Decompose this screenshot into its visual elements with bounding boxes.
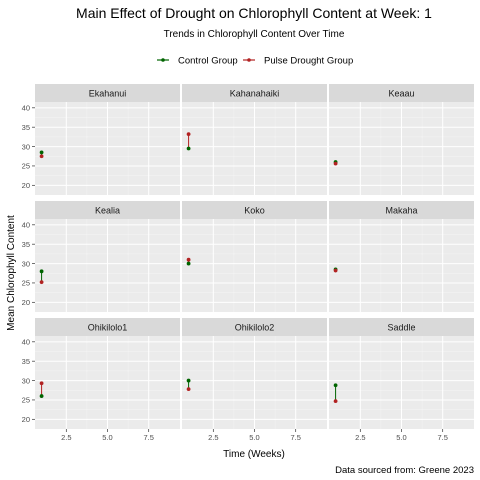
facet-panels: Ekahanui 20 25 30 35 40 Kahanahaiki Keaau Kealia… <box>22 84 474 442</box>
y-tick-label: 40 <box>22 338 30 347</box>
y-tick-label: 30 <box>22 259 30 268</box>
facet-label: Kahanahaiki <box>230 89 280 99</box>
control-point <box>333 383 338 388</box>
facet-label: Ohikilolo1 <box>88 323 128 333</box>
y-axis-title: Mean Chlorophyll Content <box>6 215 17 331</box>
legend-label: Pulse Drought Group <box>264 56 353 67</box>
facet-panel: Kealia 20 25 30 35 40 <box>22 201 180 312</box>
legend-key-point <box>247 58 251 62</box>
chart-subtitle: Trends in Chlorophyll Content Over Time <box>164 29 345 40</box>
drought-point <box>333 161 338 166</box>
drought-point <box>39 381 44 386</box>
x-tick-label: 7.5 <box>290 433 300 442</box>
y-tick-label: 35 <box>22 240 30 249</box>
drought-point <box>333 268 338 273</box>
legend: Control Group Pulse Drought Group <box>157 56 353 67</box>
control-point <box>39 394 44 398</box>
y-tick-label: 25 <box>22 279 30 288</box>
facet-label: Makaha <box>385 206 417 216</box>
drought-point <box>333 399 338 403</box>
facet-panel: Keaau <box>329 84 474 195</box>
y-tick-label: 20 <box>22 181 30 190</box>
drought-point <box>186 257 191 262</box>
x-tick-label: 5.0 <box>102 433 112 442</box>
drought-point <box>39 280 44 285</box>
y-tick-label: 25 <box>22 396 30 405</box>
drought-point <box>186 132 191 137</box>
control-point <box>186 146 191 151</box>
facet-label: Kealia <box>95 206 120 216</box>
y-tick-label: 35 <box>22 123 30 132</box>
facet-panel: Saddle 2.5 5.0 7.5 <box>329 318 474 442</box>
facet-label: Koko <box>244 206 265 216</box>
control-point <box>39 269 44 274</box>
y-tick-label: 40 <box>22 104 30 113</box>
facet-strip <box>329 201 474 219</box>
x-axis-title: Time (Weeks) <box>223 449 285 460</box>
y-tick-label: 30 <box>22 142 30 151</box>
y-tick-label: 20 <box>22 298 30 307</box>
legend-key-point <box>161 58 165 62</box>
x-tick-label: 5.0 <box>249 433 259 442</box>
x-tick-label: 7.5 <box>143 433 153 442</box>
facet-strip <box>329 318 474 336</box>
x-tick-label: 7.5 <box>437 433 447 442</box>
facet-label: Keaau <box>388 89 414 99</box>
drought-point <box>186 387 191 391</box>
facet-panel: Ekahanui 20 25 30 35 40 <box>22 84 180 195</box>
facet-label: Saddle <box>387 323 415 333</box>
y-tick-label: 30 <box>22 376 30 385</box>
drought-point <box>39 154 44 159</box>
x-tick-label: 2.5 <box>355 433 365 442</box>
facet-strip <box>35 318 180 336</box>
facet-strip <box>182 201 327 219</box>
facet-panel: Kahanahaiki <box>182 84 327 195</box>
x-tick-label: 5.0 <box>396 433 406 442</box>
y-tick-label: 35 <box>22 357 30 366</box>
facet-label: Ohikilolo2 <box>235 323 275 333</box>
facet-label: Ekahanui <box>89 89 127 99</box>
control-point <box>186 261 191 266</box>
caption: Data sourced from: Greene 2023 <box>335 465 474 476</box>
y-tick-label: 20 <box>22 415 30 424</box>
facet-panel: Ohikilolo1 20 25 30 35 40 2.5 5.0 7.5 <box>22 318 180 442</box>
x-tick-label: 2.5 <box>61 433 71 442</box>
y-tick-label: 40 <box>22 221 30 230</box>
chart-title: Main Effect of Drought on Chlorophyll Co… <box>76 5 432 21</box>
y-tick-label: 25 <box>22 162 30 171</box>
x-tick-label: 2.5 <box>208 433 218 442</box>
facet-strip <box>329 84 474 102</box>
facet-panel: Ohikilolo2 2.5 5.0 7.5 <box>182 318 327 442</box>
facet-strip <box>182 318 327 336</box>
facet-strip <box>35 84 180 102</box>
legend-label: Control Group <box>178 56 238 67</box>
facet-strip <box>182 84 327 102</box>
facet-strip <box>35 201 180 219</box>
control-point <box>39 150 44 155</box>
control-point <box>186 378 191 383</box>
facet-panel: Makaha <box>329 201 474 312</box>
facet-panel: Koko <box>182 201 327 312</box>
